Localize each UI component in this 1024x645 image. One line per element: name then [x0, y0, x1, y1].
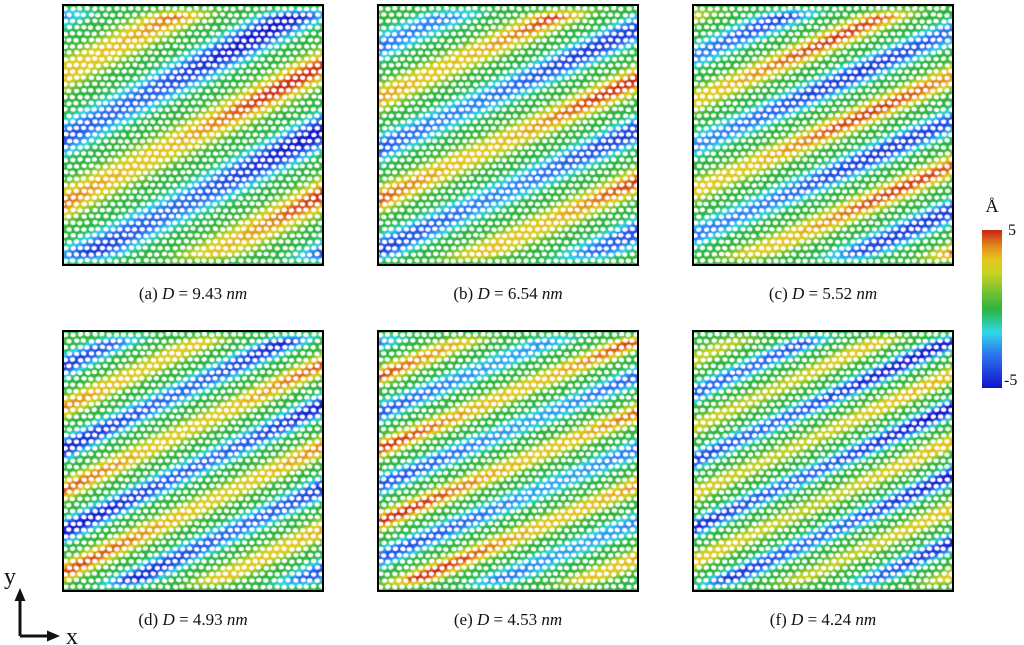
caption-value: 4.53	[507, 610, 538, 629]
caption-symbol: D	[161, 284, 175, 303]
caption-unit: nm	[855, 610, 877, 629]
y-axis-label: y	[4, 564, 16, 590]
panel-a: (a) D = 9.43 nm	[62, 4, 324, 303]
colorbar-gradient	[982, 230, 1002, 388]
colorbar-unit-label: Å	[985, 196, 999, 216]
y-axis-arrowhead-icon	[14, 588, 26, 601]
lattice-canvas	[692, 330, 954, 592]
caption-equals: =	[493, 610, 504, 629]
axes-indicator: y x	[4, 564, 78, 645]
panel-d: (d) D = 4.93 nm	[62, 330, 324, 629]
caption-label: (b)	[453, 284, 474, 303]
caption-equals: =	[493, 284, 504, 303]
panel-f: (f) D = 4.24 nm	[692, 330, 954, 629]
panel-b: (b) D = 6.54 nm	[377, 4, 639, 303]
caption-value: 5.52	[822, 284, 853, 303]
caption-unit: nm	[856, 284, 878, 303]
caption-label: (e)	[453, 610, 473, 629]
caption-equals: =	[808, 284, 819, 303]
colorbar-min-tick: -5	[1004, 372, 1018, 389]
panel-c: (c) D = 5.52 nm	[692, 4, 954, 303]
caption-symbol: D	[791, 284, 805, 303]
caption-equals: =	[807, 610, 818, 629]
caption-label: (a)	[138, 284, 158, 303]
caption-symbol: D	[162, 610, 175, 629]
x-axis-label: x	[66, 624, 78, 645]
lattice-canvas	[377, 4, 639, 266]
caption-equals: =	[178, 610, 189, 629]
caption-unit: nm	[226, 284, 248, 303]
panel-caption: (c) D = 5.52 nm	[692, 284, 954, 304]
panel-caption: (d) D = 4.93 nm	[62, 610, 324, 630]
caption-symbol: D	[476, 610, 490, 629]
lattice-canvas	[377, 330, 639, 592]
x-axis-arrowhead-icon	[47, 630, 60, 642]
panel-caption: (e) D = 4.53 nm	[377, 610, 639, 630]
caption-unit: nm	[541, 284, 563, 303]
panel-caption: (a) D = 9.43 nm	[62, 284, 324, 304]
caption-symbol: D	[477, 284, 490, 303]
lattice-canvas	[62, 330, 324, 592]
caption-value: 6.54	[507, 284, 538, 303]
lattice-canvas	[62, 4, 324, 266]
caption-equals: =	[178, 284, 189, 303]
caption-label: (f)	[769, 610, 787, 629]
caption-unit: nm	[541, 610, 563, 629]
colorbar: Å 5 -5	[981, 196, 1024, 408]
caption-unit: nm	[226, 610, 248, 629]
colorbar-max-tick: 5	[1008, 222, 1016, 239]
panel-caption: (f) D = 4.24 nm	[692, 610, 954, 630]
caption-value: 4.93	[192, 610, 223, 629]
panel-e: (e) D = 4.53 nm	[377, 330, 639, 629]
panel-caption: (b) D = 6.54 nm	[377, 284, 639, 304]
caption-label: (d)	[138, 610, 159, 629]
caption-label: (c)	[768, 284, 788, 303]
caption-value: 9.43	[192, 284, 223, 303]
lattice-canvas	[692, 4, 954, 266]
caption-symbol: D	[791, 610, 804, 629]
caption-value: 4.24	[821, 610, 852, 629]
